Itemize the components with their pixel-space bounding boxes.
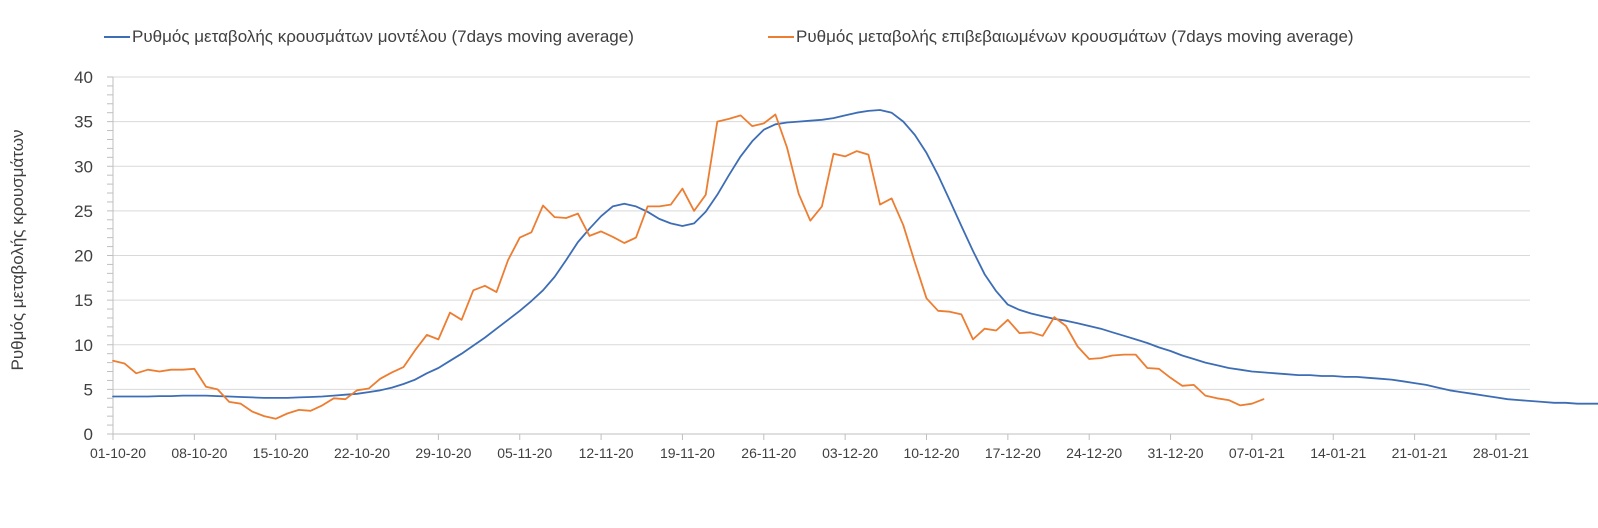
x-tick-label: 01-10-20 <box>90 445 146 461</box>
legend-label-confirmed: Ρυθμός μεταβολής επιβεβαιωμένων κρουσμάτ… <box>796 27 1354 46</box>
x-tick-label: 19-11-20 <box>660 445 715 461</box>
y-tick-label: 15 <box>74 291 93 310</box>
x-tick-label: 22-10-20 <box>334 445 390 461</box>
x-tick-label: 31-12-20 <box>1148 445 1204 461</box>
legend-item-confirmed: Ρυθμός μεταβολής επιβεβαιωμένων κρουσμάτ… <box>768 26 1354 48</box>
legend-item-model: Ρυθμός μεταβολής κρουσμάτων μοντέλου (7d… <box>104 26 634 48</box>
x-tick-label: 21-01-21 <box>1392 445 1448 461</box>
legend-swatch-model <box>104 36 130 38</box>
x-tick-label: 17-12-20 <box>985 445 1041 461</box>
x-tick-label: 14-01-21 <box>1310 445 1366 461</box>
y-tick-label: 5 <box>84 380 93 399</box>
series-line-confirmed <box>112 113 1265 420</box>
legend-swatch-confirmed <box>768 36 794 38</box>
y-tick-label: 10 <box>74 336 93 355</box>
y-tick-label: 0 <box>84 425 93 444</box>
x-tick-label: 07-01-21 <box>1229 445 1285 461</box>
x-tick-label: 15-10-20 <box>253 445 309 461</box>
y-tick-label: 20 <box>74 247 93 266</box>
y-tick-label: 35 <box>74 113 93 132</box>
x-tick-label: 12-11-20 <box>579 445 634 461</box>
y-tick-label: 30 <box>74 157 93 176</box>
x-tick-label: 28-01-21 <box>1473 445 1529 461</box>
x-tick-label: 24-12-20 <box>1066 445 1122 461</box>
x-tick-label: 08-10-20 <box>171 445 227 461</box>
series-line-model <box>112 109 1598 405</box>
legend-label-model: Ρυθμός μεταβολής κρουσμάτων μοντέλου (7d… <box>132 27 634 46</box>
x-tick-label: 05-11-20 <box>497 445 552 461</box>
x-tick-label: 29-10-20 <box>415 445 471 461</box>
y-tick-label: 25 <box>74 202 93 221</box>
x-tick-label: 26-11-20 <box>741 445 796 461</box>
x-tick-label: 03-12-20 <box>822 445 878 461</box>
x-tick-label: 10-12-20 <box>903 445 959 461</box>
y-tick-label: 40 <box>74 68 93 87</box>
